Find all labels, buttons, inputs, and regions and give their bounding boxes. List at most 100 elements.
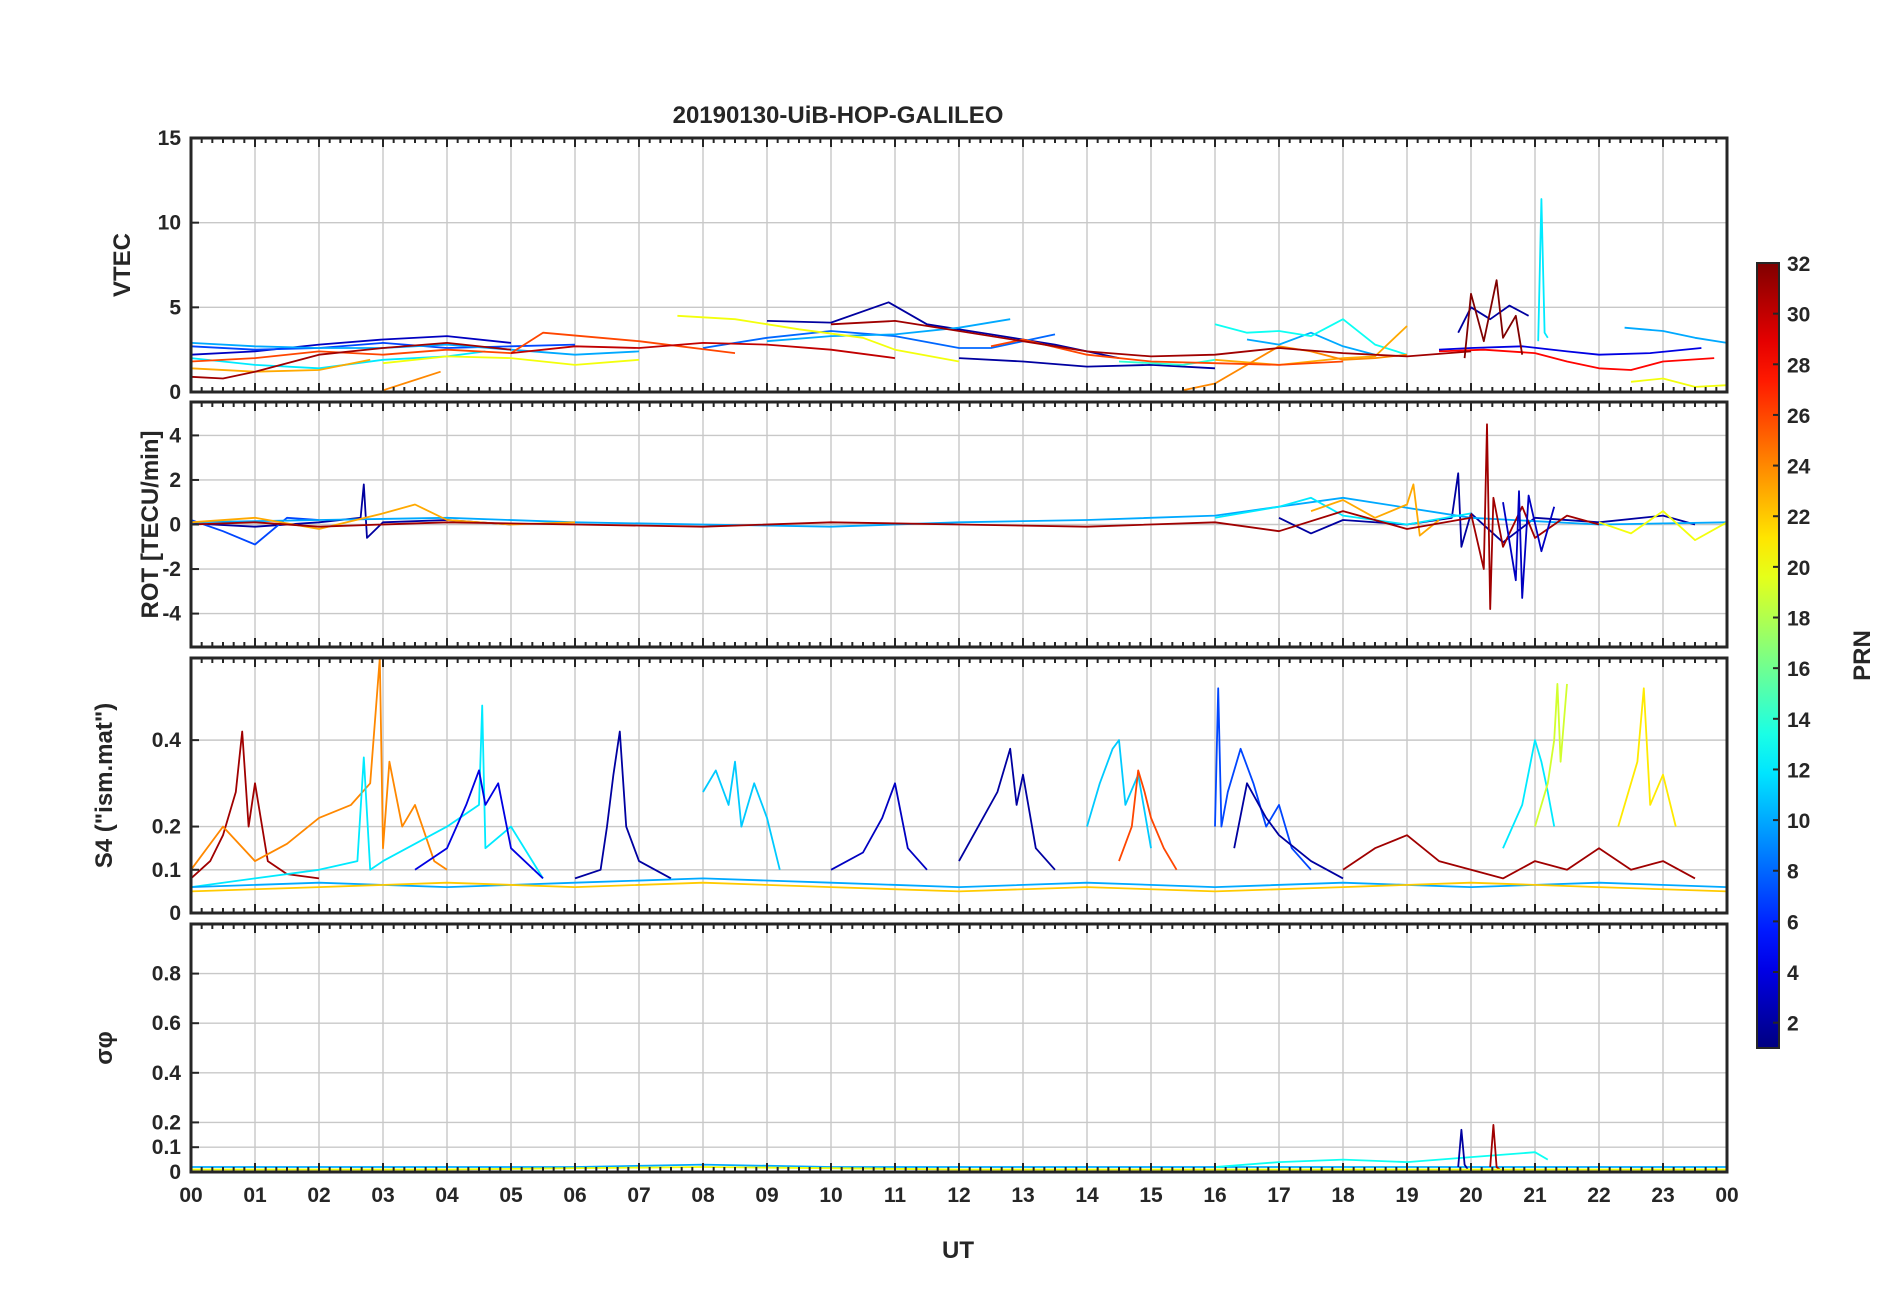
series-prn-12 <box>190 704 544 888</box>
colorbar-tick-label: 18 <box>1787 608 1811 631</box>
x-tick-label: 23 <box>1651 1184 1674 1207</box>
x-tick-label: 00 <box>179 1184 202 1207</box>
y-tick-label: -4 <box>162 603 181 626</box>
series-prn-31 <box>1489 1124 1501 1171</box>
series-prn-12 <box>1537 198 1549 342</box>
colorbar-tick-label: 24 <box>1787 456 1811 479</box>
y-tick-label: 0.4 <box>152 1062 182 1085</box>
panel-sigma_phi: 00.10.2 0.4 0.6 0.8 σφ <box>91 922 1729 1184</box>
x-tick-label: 02 <box>307 1184 330 1207</box>
series-prn-31 <box>190 342 512 380</box>
series-prn-13 <box>1214 1151 1549 1168</box>
panel-vtec: 0 5 10 15 VTEC <box>109 127 1729 404</box>
x-tick-label: 09 <box>755 1184 778 1207</box>
series-prn-7 <box>190 342 576 351</box>
series-prn-3 <box>190 335 512 356</box>
y-tick-label: 15 <box>158 127 182 150</box>
series-prn-7 <box>1214 687 1312 871</box>
series-prn-23 <box>1214 325 1408 366</box>
y-tick-label: 0.2 <box>152 1111 181 1134</box>
colorbar-label: PRN <box>1849 630 1876 681</box>
series-prn-3 <box>1502 490 1556 599</box>
y-tick-label: 0.8 <box>152 963 182 986</box>
series-prn-24 <box>382 370 441 392</box>
colorbar-tick-label: 28 <box>1787 354 1811 377</box>
colorbar-tick-label: 12 <box>1787 759 1810 782</box>
y-tick-label: 0.2 <box>152 816 181 839</box>
series-prn-23 <box>1310 483 1440 537</box>
x-tick-label: 00 <box>1715 1184 1738 1207</box>
series-prn-23 <box>190 358 371 373</box>
series-prn-21 <box>1617 687 1677 827</box>
y-tick-label: 0.1 <box>152 1136 182 1159</box>
colorbar-tick-label: 32 <box>1787 253 1810 276</box>
x-tick-label: 15 <box>1139 1184 1163 1207</box>
colorbar-tick-label: 2 <box>1787 1013 1799 1036</box>
series-prn-26 <box>190 331 736 363</box>
series-prn-2 <box>958 357 1216 370</box>
x-tick-label: 08 <box>691 1184 715 1207</box>
x-tick-label: 12 <box>947 1184 970 1207</box>
colorbar-tick-label: 16 <box>1787 658 1810 681</box>
y-tick-label: 0.4 <box>152 729 182 752</box>
series-prn-30 <box>510 342 896 359</box>
x-axis-label: UT <box>942 1237 974 1264</box>
colorbar-tick-label: 26 <box>1787 405 1810 428</box>
x-tick-label: 13 <box>1011 1184 1034 1207</box>
series-prn-4 <box>1438 345 1702 356</box>
series-prn-3 <box>830 782 928 871</box>
y-axis-label: VTEC <box>109 233 136 297</box>
series-prn-26 <box>990 338 1344 366</box>
series-prn-2 <box>766 301 1120 359</box>
axes-frame <box>189 656 1729 915</box>
y-axis-label: σφ <box>91 1031 118 1065</box>
series-prn-12 <box>1502 739 1556 849</box>
y-tick-label: 0 <box>169 381 181 404</box>
series-prn-19 <box>1534 683 1568 827</box>
colorbar-tick-label: 22 <box>1787 506 1810 529</box>
colorbar-tick-label: 8 <box>1787 861 1799 884</box>
x-tick-label: 17 <box>1267 1184 1290 1207</box>
x-tick-label: 19 <box>1395 1184 1418 1207</box>
axes-frame <box>189 400 1729 649</box>
series-prn-20 <box>1630 377 1728 388</box>
x-tick-label: 05 <box>499 1184 523 1207</box>
series-prn-20 <box>1598 510 1728 541</box>
series-prn-10 <box>1624 326 1728 344</box>
y-axis-label: ROT [TECU/min] <box>137 431 164 619</box>
x-tick-label: 20 <box>1459 1184 1482 1207</box>
y-tick-label: 0 <box>169 1161 181 1184</box>
series-prn-13 <box>1214 318 1408 356</box>
series-prn-2 <box>190 483 512 539</box>
series-prn-8 <box>702 330 1056 349</box>
series-prn-10 <box>1246 331 1376 356</box>
series-prn-28 <box>1438 348 1715 371</box>
series-prn-10 <box>190 877 1728 888</box>
colorbar-tick-label: 6 <box>1787 911 1799 934</box>
x-tick-label: 03 <box>371 1184 394 1207</box>
colorbar-tick-label: 10 <box>1787 810 1810 833</box>
colorbar-tick-label: 4 <box>1787 962 1799 985</box>
colorbar-gradient <box>1756 262 1780 1049</box>
series-prn-2 <box>1457 1128 1469 1170</box>
series-prn-22 <box>190 881 1728 893</box>
panel-s4: 0 0.1 0.2 0.4 S4 ("ism.mat") <box>91 656 1729 925</box>
y-tick-label: 10 <box>158 212 181 235</box>
y-tick-label: 5 <box>169 296 181 319</box>
colorbar-tick-label: 14 <box>1787 709 1811 732</box>
series-prn-2 <box>1233 782 1344 880</box>
colorbar-tick-label: 30 <box>1787 304 1810 327</box>
x-tick-label: 10 <box>819 1184 842 1207</box>
series-prn-2 <box>958 747 1056 871</box>
series-prn-20 <box>382 355 640 366</box>
series-prn-32 <box>1463 279 1524 359</box>
series-prn-31 <box>1342 834 1696 880</box>
series-prn-2 <box>1457 304 1530 334</box>
x-tick-label: 01 <box>243 1184 267 1207</box>
axes-frame <box>189 136 1729 394</box>
x-tick-label: 16 <box>1203 1184 1226 1207</box>
series-prn-7 <box>190 516 320 546</box>
